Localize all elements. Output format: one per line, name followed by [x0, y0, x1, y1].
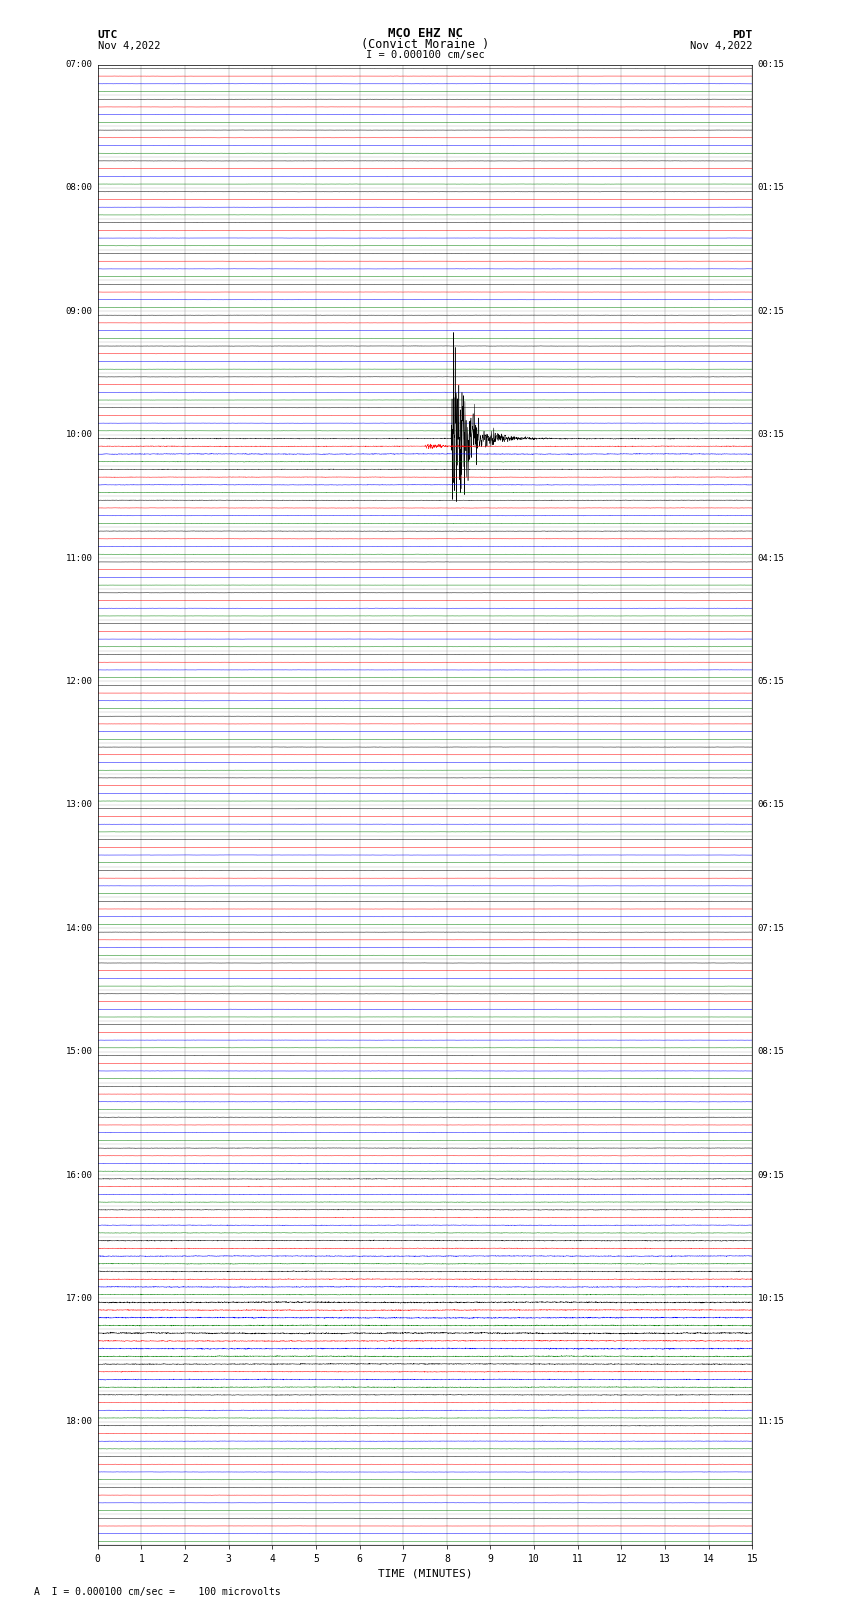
Text: 16:00: 16:00 — [65, 1171, 93, 1179]
Text: 05:15: 05:15 — [757, 677, 785, 686]
Text: 02:15: 02:15 — [757, 306, 785, 316]
Text: UTC: UTC — [98, 29, 118, 39]
Text: A  I = 0.000100 cm/sec =    100 microvolts: A I = 0.000100 cm/sec = 100 microvolts — [34, 1587, 280, 1597]
Text: 01:15: 01:15 — [757, 184, 785, 192]
Text: 12:00: 12:00 — [65, 677, 93, 686]
Text: 07:00: 07:00 — [65, 60, 93, 69]
Text: 15:00: 15:00 — [65, 1047, 93, 1057]
Text: 09:00: 09:00 — [65, 306, 93, 316]
Text: 13:00: 13:00 — [65, 800, 93, 810]
Text: 08:00: 08:00 — [65, 184, 93, 192]
Text: 11:15: 11:15 — [757, 1418, 785, 1426]
Text: 09:15: 09:15 — [757, 1171, 785, 1179]
Text: 07:15: 07:15 — [757, 924, 785, 932]
Text: 04:15: 04:15 — [757, 553, 785, 563]
Text: PDT: PDT — [732, 29, 752, 39]
Text: 08:15: 08:15 — [757, 1047, 785, 1057]
Text: 03:15: 03:15 — [757, 431, 785, 439]
Text: 06:15: 06:15 — [757, 800, 785, 810]
Text: 11:00: 11:00 — [65, 553, 93, 563]
Text: 10:15: 10:15 — [757, 1294, 785, 1303]
Text: 00:15: 00:15 — [757, 60, 785, 69]
Text: Nov 4,2022: Nov 4,2022 — [689, 40, 752, 50]
Text: 10:00: 10:00 — [65, 431, 93, 439]
X-axis label: TIME (MINUTES): TIME (MINUTES) — [377, 1568, 473, 1579]
Text: 14:00: 14:00 — [65, 924, 93, 932]
Text: Nov 4,2022: Nov 4,2022 — [98, 40, 161, 50]
Text: MCO EHZ NC: MCO EHZ NC — [388, 26, 462, 39]
Text: I = 0.000100 cm/sec: I = 0.000100 cm/sec — [366, 50, 484, 60]
Text: 17:00: 17:00 — [65, 1294, 93, 1303]
Text: (Convict Moraine ): (Convict Moraine ) — [361, 37, 489, 50]
Text: 18:00: 18:00 — [65, 1418, 93, 1426]
